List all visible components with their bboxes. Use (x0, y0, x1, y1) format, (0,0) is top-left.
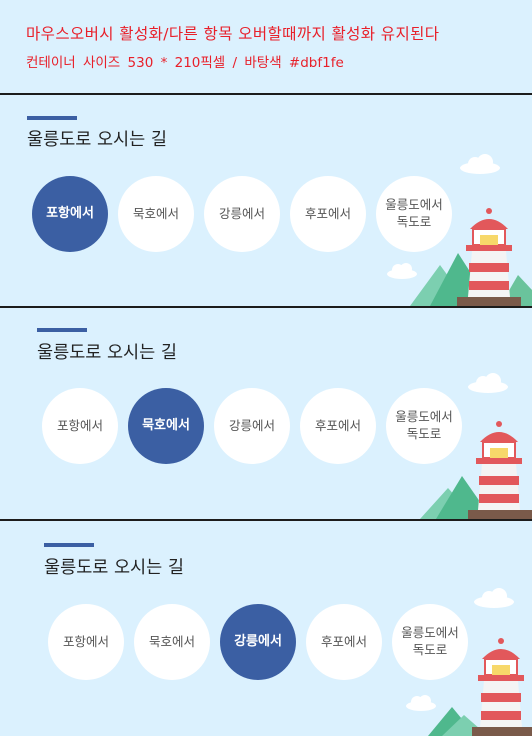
tab-label: 울릉도에서 독도로 (385, 197, 443, 229)
tab-mukho[interactable]: 묵호에서 (118, 176, 194, 252)
tab-label: 후포에서 (320, 633, 367, 649)
tab-label: 강릉에서 (234, 634, 282, 650)
tab-hupo[interactable]: 후포에서 (290, 176, 366, 252)
title-accent-bar (37, 328, 87, 332)
tab-label: 묵호에서 (148, 633, 195, 649)
tab-pohang[interactable]: 포항에서 (42, 388, 118, 464)
tab-gangneung[interactable]: 강릉에서 (220, 604, 296, 680)
tab-label: 강릉에서 (218, 205, 265, 221)
tab-label: 포항에서 (46, 206, 94, 222)
route-panel-3: 울릉도로 오시는 길 포항에서 묵호에서 강릉에서 후포에서 울릉도에서 독도로 (0, 521, 532, 736)
annotation-note-size: 컨테이너 사이즈 530 * 210픽셀 / 바탕색 #dbf1fe (26, 55, 344, 71)
cloud-icon (468, 373, 508, 393)
tab-label: 후포에서 (314, 417, 361, 433)
title-accent-bar (27, 116, 77, 120)
tab-ulleungdo-dokdo[interactable]: 울릉도에서 독도로 (376, 176, 452, 252)
tab-hupo[interactable]: 후포에서 (300, 388, 376, 464)
tab-pohang[interactable]: 포항에서 (48, 604, 124, 680)
panel-title: 울릉도로 오시는 길 (27, 130, 167, 150)
divider-middle-1 (0, 306, 532, 308)
cloud-icon (387, 263, 417, 279)
tab-label: 후포에서 (304, 205, 351, 221)
tab-label: 묵호에서 (142, 418, 190, 434)
tab-label: 강릉에서 (228, 417, 275, 433)
cloud-icon (474, 588, 514, 608)
lighthouse-icon (420, 421, 532, 519)
tab-label: 포항에서 (62, 633, 109, 649)
tab-hupo[interactable]: 후포에서 (306, 604, 382, 680)
panel-title: 울릉도로 오시는 길 (37, 343, 177, 363)
title-accent-bar (44, 543, 94, 547)
divider-top (0, 93, 532, 95)
tab-ulleungdo-dokdo[interactable]: 울릉도에서 독도로 (392, 604, 468, 680)
cloud-icon (406, 695, 436, 711)
lighthouse-icon (410, 208, 532, 306)
lighthouse-icon (428, 638, 532, 736)
tab-ulleungdo-dokdo[interactable]: 울릉도에서 독도로 (386, 388, 462, 464)
tab-pohang[interactable]: 포항에서 (32, 176, 108, 252)
tab-label: 묵호에서 (132, 205, 179, 221)
tab-mukho[interactable]: 묵호에서 (128, 388, 204, 464)
tab-label: 포항에서 (56, 417, 103, 433)
route-panel-2: 울릉도로 오시는 길 포항에서 묵호에서 강릉에서 후포에서 울릉도에서 독도로 (0, 308, 532, 519)
tab-gangneung[interactable]: 강릉에서 (204, 176, 280, 252)
cloud-icon (460, 154, 500, 174)
tab-label: 울릉도에서 독도로 (401, 625, 459, 657)
annotation-note-hover: 마우스오버시 활성화/다른 항목 오버할때까지 활성화 유지된다 (26, 25, 440, 43)
divider-middle-2 (0, 519, 532, 521)
tab-label: 울릉도에서 독도로 (395, 409, 453, 441)
route-panel-1: 울릉도로 오시는 길 포항에서 묵호에서 강릉에서 후포에서 울릉도에서 독도로 (0, 95, 532, 306)
panel-title: 울릉도로 오시는 길 (44, 558, 184, 578)
tab-gangneung[interactable]: 강릉에서 (214, 388, 290, 464)
tab-mukho[interactable]: 묵호에서 (134, 604, 210, 680)
